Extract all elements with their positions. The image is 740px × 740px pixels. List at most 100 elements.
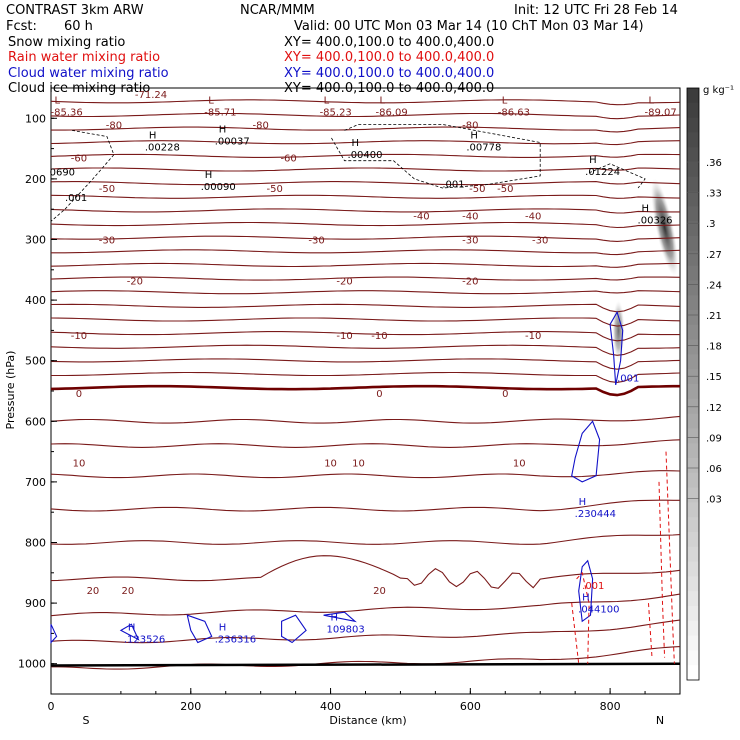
cloud-water-contour bbox=[578, 559, 594, 623]
contour-value-label: .001 bbox=[65, 193, 87, 204]
contour-value-label: -71.24 bbox=[135, 90, 167, 101]
extremum-value: -85.71 bbox=[204, 107, 236, 118]
colorbar-step bbox=[687, 88, 699, 104]
colorbar-tick-label: .09 bbox=[706, 433, 722, 444]
extremum-value: .230444 bbox=[575, 509, 616, 520]
isotherm-line bbox=[50, 303, 681, 313]
isotherm-label: 20 bbox=[122, 586, 135, 597]
header-fcst-value: 60 h bbox=[64, 19, 93, 34]
colorbar-step bbox=[687, 102, 699, 119]
isotherm-label: 10 bbox=[324, 459, 337, 470]
colorbar-step bbox=[687, 369, 699, 385]
colorbar-tick-label: .3 bbox=[706, 219, 716, 230]
colorbar: .36 .33 .3 .27 .24 .21 .18 .15 .12 .09 .06 .03 bbox=[686, 87, 722, 681]
low-marker: L bbox=[649, 95, 655, 106]
isotherm-line bbox=[50, 331, 680, 342]
isotherm-label: 0 bbox=[502, 389, 508, 400]
high-marker: H bbox=[642, 203, 650, 214]
colorbar-step bbox=[687, 280, 699, 296]
colorbar-step bbox=[687, 310, 699, 326]
isotherm-line bbox=[50, 140, 681, 146]
isotherm-label: 0 bbox=[76, 389, 82, 400]
isotherm-line bbox=[50, 221, 681, 229]
isotherm-label: -60 bbox=[280, 154, 296, 165]
x-tick-label: 400 bbox=[320, 700, 341, 713]
isotherm-line bbox=[50, 439, 681, 448]
colorbar-tick-label: .03 bbox=[706, 495, 722, 506]
legend-cloudwater-xy: XY= 400.0,100.0 to 400.0,400.0 bbox=[284, 66, 494, 81]
cloud-water-contour bbox=[119, 623, 140, 641]
colorbar-step bbox=[687, 398, 699, 415]
high-marker: H bbox=[331, 612, 339, 623]
colorbar-step bbox=[687, 517, 699, 533]
extremum-value: -86.09 bbox=[375, 107, 407, 118]
isotherm-label: -10 bbox=[71, 331, 87, 342]
y-tick-label: 100 bbox=[25, 112, 46, 125]
high-marker: H bbox=[205, 170, 213, 181]
colorbar-step bbox=[687, 117, 699, 133]
isotherm-label: -10 bbox=[336, 331, 352, 342]
low-marker: L bbox=[324, 95, 330, 106]
colorbar-tick-label: .36 bbox=[706, 158, 722, 169]
isotherm-label: -60 bbox=[71, 154, 87, 165]
ground-line bbox=[50, 662, 681, 667]
y-tick-label: 600 bbox=[25, 415, 46, 428]
extremum-value: .00326 bbox=[638, 215, 673, 226]
label-layer: 0 0 0 -10 -10 -10 -10 -20 -20 -20 -30 -30 -30 -30 -40 -… bbox=[50, 90, 677, 646]
extremum-value: -85.36 bbox=[50, 107, 82, 118]
rain-contour bbox=[571, 603, 580, 664]
extremum-value: .00090 bbox=[201, 182, 236, 193]
colorbar-unit: g kg⁻¹ bbox=[703, 85, 734, 96]
isotherm-line bbox=[50, 153, 681, 158]
y-axis-title: Pressure (hPa) bbox=[4, 351, 17, 430]
extremum-value: .123526 bbox=[124, 635, 165, 646]
extremum-value: .00400 bbox=[348, 150, 383, 161]
y-tick-label: 200 bbox=[25, 173, 46, 186]
x-tick-label: 600 bbox=[460, 700, 481, 713]
cloud-ice-shading bbox=[651, 178, 679, 277]
colorbar-step bbox=[687, 191, 699, 207]
legend-rain-xy: XY= 400.0,100.0 to 400.0,400.0 bbox=[284, 50, 494, 65]
contour-value-label: .001 bbox=[582, 581, 604, 592]
extremum-value: .00037 bbox=[215, 136, 250, 147]
isotherm-label: -20 bbox=[336, 277, 352, 288]
extremum-value: .01224 bbox=[585, 167, 620, 178]
colorbar-step bbox=[687, 132, 699, 148]
high-marker: H bbox=[582, 592, 590, 603]
colorbar-tick-label: .24 bbox=[706, 280, 722, 291]
high-marker: H bbox=[589, 155, 597, 166]
isotherm-line bbox=[50, 555, 681, 589]
isotherm-line bbox=[50, 208, 680, 214]
colorbar-step bbox=[687, 147, 699, 163]
colorbar-tick-label: .18 bbox=[706, 342, 722, 353]
cloud-water-contour bbox=[281, 614, 307, 644]
isotherm-line bbox=[50, 317, 681, 327]
low-marker: L bbox=[502, 95, 508, 106]
colorbar-step bbox=[687, 295, 699, 311]
isotherm-line bbox=[50, 415, 681, 424]
high-marker: H bbox=[579, 497, 587, 508]
colorbar-step bbox=[687, 206, 699, 222]
isotherm-line bbox=[50, 344, 681, 356]
isotherm-label: -30 bbox=[462, 236, 478, 247]
colorbar-step bbox=[687, 635, 699, 651]
high-marker: H bbox=[149, 131, 157, 142]
low-marker: L bbox=[54, 95, 60, 106]
isotherm-line bbox=[50, 499, 680, 512]
colorbar-border bbox=[686, 87, 700, 681]
high-marker: H bbox=[128, 623, 136, 634]
endpoint-left: S bbox=[83, 714, 90, 727]
y-tick-label: 700 bbox=[25, 476, 46, 489]
isotherm-line bbox=[51, 249, 681, 256]
legend-rain-label: Rain water mixing ratio bbox=[8, 50, 160, 65]
snow-contour bbox=[588, 163, 646, 189]
isotherm-line bbox=[50, 593, 681, 617]
isotherm-label: -80 bbox=[462, 120, 478, 131]
rain-contour bbox=[665, 451, 675, 664]
snow-contour bbox=[50, 130, 115, 222]
low-marker: L bbox=[208, 95, 214, 106]
isotherm-label: -50 bbox=[99, 184, 115, 195]
colorbar-tick-label: .33 bbox=[706, 189, 722, 200]
